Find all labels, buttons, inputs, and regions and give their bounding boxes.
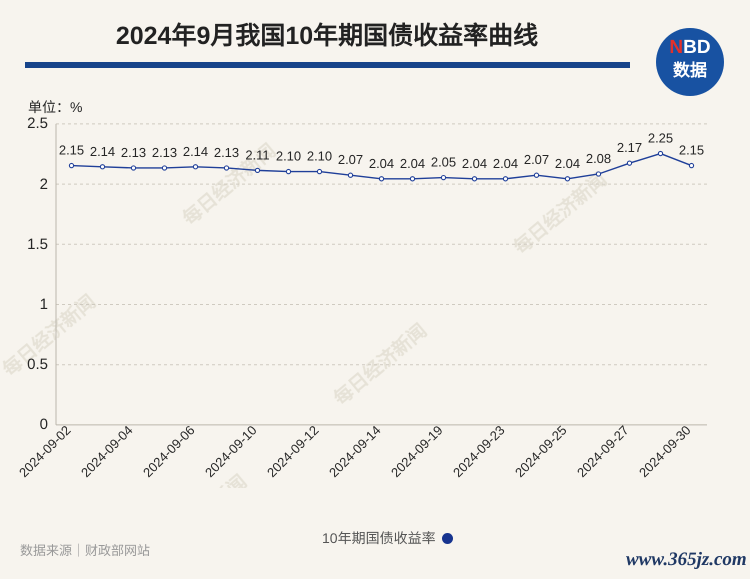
svg-text:2.15: 2.15 (59, 143, 84, 158)
svg-text:2.08: 2.08 (586, 151, 611, 166)
svg-text:2.14: 2.14 (183, 144, 208, 159)
svg-text:2.14: 2.14 (90, 144, 115, 159)
svg-text:1: 1 (40, 296, 48, 313)
svg-text:2024-09-06: 2024-09-06 (140, 423, 198, 481)
svg-text:2024-09-10: 2024-09-10 (202, 423, 260, 481)
svg-text:2.17: 2.17 (617, 140, 642, 155)
svg-text:2.04: 2.04 (462, 156, 487, 171)
svg-text:2.13: 2.13 (121, 145, 146, 160)
svg-text:2.15: 2.15 (679, 143, 704, 158)
svg-text:2.11: 2.11 (245, 147, 269, 162)
svg-text:0.5: 0.5 (27, 356, 48, 373)
svg-text:2.10: 2.10 (276, 149, 301, 164)
svg-text:2024-09-23: 2024-09-23 (450, 423, 508, 481)
svg-text:2.07: 2.07 (524, 152, 549, 167)
svg-text:2024-09-25: 2024-09-25 (512, 423, 570, 481)
svg-text:2.04: 2.04 (493, 156, 518, 171)
svg-text:2024-09-04: 2024-09-04 (78, 423, 136, 481)
svg-text:2.5: 2.5 (27, 115, 48, 132)
svg-text:2024-09-12: 2024-09-12 (264, 423, 322, 481)
svg-text:2.13: 2.13 (152, 145, 177, 160)
svg-text:2.13: 2.13 (214, 145, 239, 160)
svg-text:2.25: 2.25 (648, 131, 673, 146)
svg-text:2.10: 2.10 (307, 149, 332, 164)
svg-text:2024-09-14: 2024-09-14 (326, 423, 384, 481)
svg-text:2.04: 2.04 (369, 156, 394, 171)
svg-text:2024-09-27: 2024-09-27 (574, 423, 632, 481)
svg-text:1.5: 1.5 (27, 236, 48, 253)
svg-text:2.04: 2.04 (400, 156, 425, 171)
svg-text:2.05: 2.05 (431, 155, 456, 170)
svg-text:2: 2 (40, 176, 48, 193)
svg-text:2.07: 2.07 (338, 152, 363, 167)
svg-text:2024-09-19: 2024-09-19 (388, 423, 446, 481)
svg-text:2024-09-30: 2024-09-30 (636, 423, 694, 481)
svg-text:0: 0 (40, 416, 48, 433)
svg-text:2.04: 2.04 (555, 156, 580, 171)
